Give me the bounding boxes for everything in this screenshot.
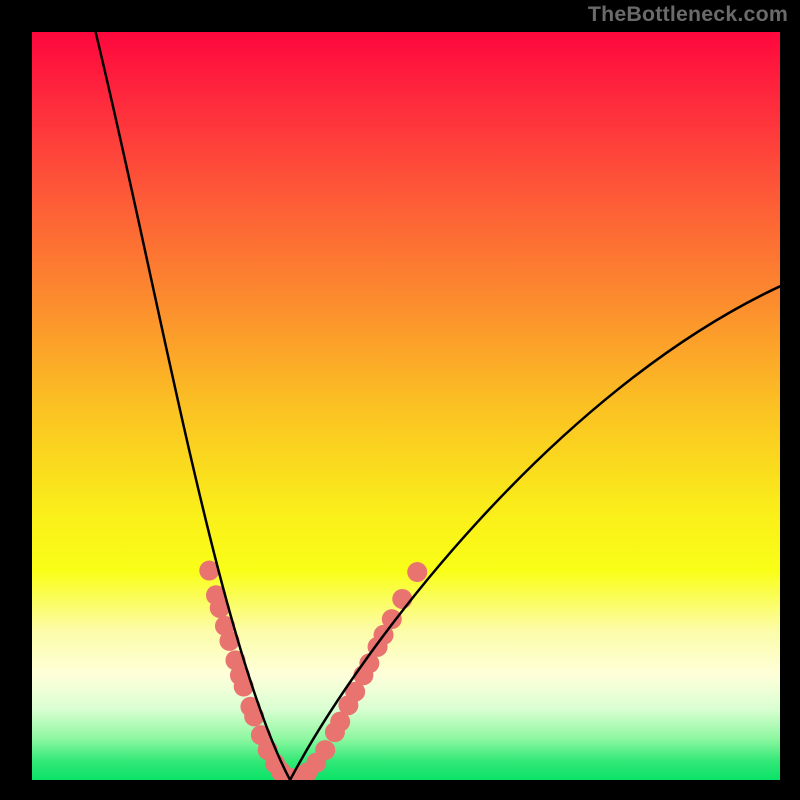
bottleneck-chart-svg [0,0,800,800]
plot-area [32,32,780,788]
chart-container: TheBottleneck.com [0,0,800,800]
data-marker [392,589,412,609]
data-marker [407,562,427,582]
gradient-background [32,32,780,780]
watermark-text: TheBottleneck.com [588,2,788,27]
data-marker [315,740,335,760]
